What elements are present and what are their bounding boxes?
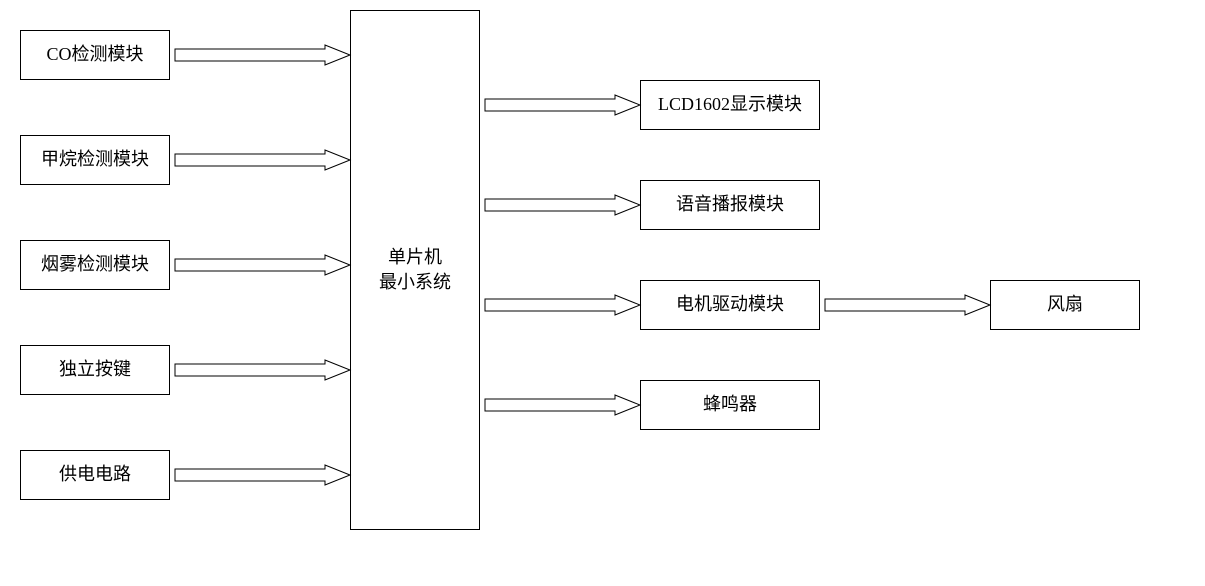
- arrow-keypad-to-mcu: [175, 360, 350, 380]
- arrow-co-to-mcu: [175, 45, 350, 65]
- keypad-label: 独立按键: [59, 357, 131, 382]
- methane-detection-label: 甲烷检测模块: [41, 147, 149, 172]
- co-detection-box: CO检测模块: [20, 30, 170, 80]
- arrow-smoke-to-mcu: [175, 255, 350, 275]
- methane-detection-box: 甲烷检测模块: [20, 135, 170, 185]
- keypad-box: 独立按键: [20, 345, 170, 395]
- arrow-mcu-to-voice: [485, 195, 640, 215]
- smoke-detection-label: 烟雾检测模块: [41, 252, 149, 277]
- fan-label: 风扇: [1047, 292, 1083, 317]
- buzzer-box: 蜂鸣器: [640, 380, 820, 430]
- arrow-motor-to-fan: [825, 295, 990, 315]
- arrow-methane-to-mcu: [175, 150, 350, 170]
- voice-module-box: 语音播报模块: [640, 180, 820, 230]
- arrow-mcu-to-lcd: [485, 95, 640, 115]
- arrow-mcu-to-motor: [485, 295, 640, 315]
- smoke-detection-box: 烟雾检测模块: [20, 240, 170, 290]
- buzzer-label: 蜂鸣器: [703, 392, 757, 417]
- motor-driver-box: 电机驱动模块: [640, 280, 820, 330]
- motor-driver-label: 电机驱动模块: [676, 292, 784, 317]
- co-detection-label: CO检测模块: [46, 42, 143, 67]
- lcd-display-label: LCD1602显示模块: [658, 92, 802, 117]
- arrow-mcu-to-buzzer: [485, 395, 640, 415]
- fan-box: 风扇: [990, 280, 1140, 330]
- mcu-label: 单片机 最小系统: [379, 245, 451, 295]
- power-circuit-box: 供电电路: [20, 450, 170, 500]
- lcd-display-box: LCD1602显示模块: [640, 80, 820, 130]
- voice-module-label: 语音播报模块: [676, 192, 784, 217]
- power-circuit-label: 供电电路: [59, 462, 131, 487]
- arrow-power-to-mcu: [175, 465, 350, 485]
- mcu-box: 单片机 最小系统: [350, 10, 480, 530]
